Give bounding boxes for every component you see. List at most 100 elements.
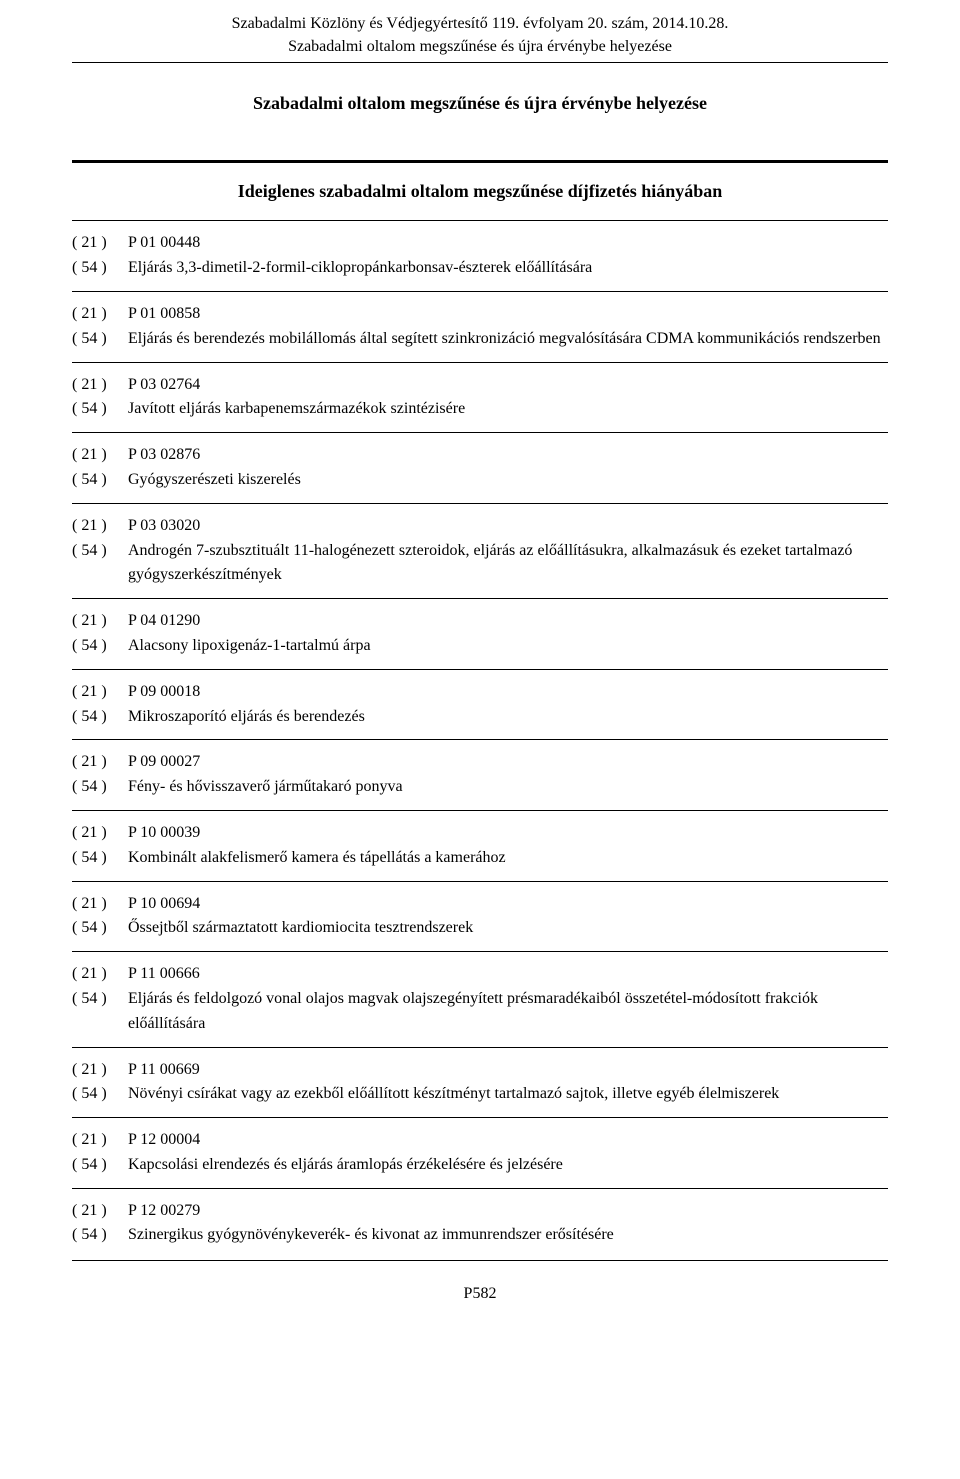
entries-list: ( 21 )P 01 00448( 54 )Eljárás 3,3-dimeti… xyxy=(72,220,888,1258)
entry-row-21: ( 21 )P 01 00858 xyxy=(72,302,888,327)
entry-row-21: ( 21 )P 09 00027 xyxy=(72,750,888,775)
entry-row-21: ( 21 )P 09 00018 xyxy=(72,680,888,705)
code-21-label: ( 21 ) xyxy=(72,892,128,917)
code-21-label: ( 21 ) xyxy=(72,514,128,539)
code-21-label: ( 21 ) xyxy=(72,750,128,775)
entry: ( 21 )P 03 03020( 54 )Androgén 7-szubszt… xyxy=(72,503,888,598)
code-54-label: ( 54 ) xyxy=(72,256,128,281)
entry-row-21: ( 21 )P 03 03020 xyxy=(72,514,888,539)
entry: ( 21 )P 09 00018( 54 )Mikroszaporító elj… xyxy=(72,669,888,740)
code-54-value: Fény- és hővisszaverő járműtakaró ponyva xyxy=(128,775,888,800)
code-54-value: Alacsony lipoxigenáz-1-tartalmú árpa xyxy=(128,634,888,659)
code-21-label: ( 21 ) xyxy=(72,821,128,846)
code-21-value: P 12 00004 xyxy=(128,1128,888,1153)
code-21-value: P 04 01290 xyxy=(128,609,888,634)
entry-row-21: ( 21 )P 12 00279 xyxy=(72,1199,888,1224)
entry-row-54: ( 54 )Gyógyszerészeti kiszerelés xyxy=(72,468,888,493)
section-heading-container: Ideiglenes szabadalmi oltalom megszűnése… xyxy=(72,160,888,220)
entry-row-54: ( 54 )Eljárás és feldolgozó vonal olajos… xyxy=(72,987,888,1037)
code-21-value: P 03 03020 xyxy=(128,514,888,539)
code-54-label: ( 54 ) xyxy=(72,705,128,730)
bottom-rule xyxy=(72,1260,888,1261)
section-heading: Ideiglenes szabadalmi oltalom megszűnése… xyxy=(238,181,723,201)
entry-row-54: ( 54 )Szinergikus gyógynövénykeverék- és… xyxy=(72,1223,888,1248)
header-line-1: Szabadalmi Közlöny és Védjegyértesítő 11… xyxy=(72,12,888,35)
page-number: P582 xyxy=(72,1285,888,1303)
code-21-label: ( 21 ) xyxy=(72,302,128,327)
entry: ( 21 )P 12 00279( 54 )Szinergikus gyógyn… xyxy=(72,1188,888,1259)
entry-row-54: ( 54 )Őssejtből származtatott kardiomioc… xyxy=(72,916,888,941)
entry-row-21: ( 21 )P 04 01290 xyxy=(72,609,888,634)
entry-row-21: ( 21 )P 03 02876 xyxy=(72,443,888,468)
entry-row-54: ( 54 )Kapcsolási elrendezés és eljárás á… xyxy=(72,1153,888,1178)
entry: ( 21 )P 11 00669( 54 )Növényi csírákat v… xyxy=(72,1047,888,1118)
entry-row-54: ( 54 )Alacsony lipoxigenáz-1-tartalmú ár… xyxy=(72,634,888,659)
code-21-label: ( 21 ) xyxy=(72,373,128,398)
document-title: Szabadalmi oltalom megszűnése és újra ér… xyxy=(72,93,888,114)
entry: ( 21 )P 10 00694( 54 )Őssejtből származt… xyxy=(72,881,888,952)
entry-row-54: ( 54 )Fény- és hővisszaverő járműtakaró … xyxy=(72,775,888,800)
entry-row-21: ( 21 )P 12 00004 xyxy=(72,1128,888,1153)
code-54-label: ( 54 ) xyxy=(72,1082,128,1107)
entry-row-54: ( 54 )Növényi csírákat vagy az ezekből e… xyxy=(72,1082,888,1107)
code-21-value: P 10 00694 xyxy=(128,892,888,917)
code-21-label: ( 21 ) xyxy=(72,609,128,634)
code-54-label: ( 54 ) xyxy=(72,846,128,871)
code-21-value: P 03 02876 xyxy=(128,443,888,468)
code-54-label: ( 54 ) xyxy=(72,634,128,659)
code-21-value: P 09 00027 xyxy=(128,750,888,775)
code-21-value: P 09 00018 xyxy=(128,680,888,705)
code-54-label: ( 54 ) xyxy=(72,468,128,493)
code-21-value: P 03 02764 xyxy=(128,373,888,398)
code-54-value: Eljárás és feldolgozó vonal olajos magva… xyxy=(128,987,888,1037)
entry-row-21: ( 21 )P 01 00448 xyxy=(72,231,888,256)
code-21-value: P 11 00669 xyxy=(128,1058,888,1083)
code-54-value: Kapcsolási elrendezés és eljárás áramlop… xyxy=(128,1153,888,1178)
code-54-label: ( 54 ) xyxy=(72,916,128,941)
code-21-label: ( 21 ) xyxy=(72,443,128,468)
entry: ( 21 )P 09 00027( 54 )Fény- és hővisszav… xyxy=(72,739,888,810)
entry-row-21: ( 21 )P 10 00694 xyxy=(72,892,888,917)
entry-row-21: ( 21 )P 03 02764 xyxy=(72,373,888,398)
entry-row-54: ( 54 )Mikroszaporító eljárás és berendez… xyxy=(72,705,888,730)
entry-row-21: ( 21 )P 11 00669 xyxy=(72,1058,888,1083)
entry-row-54: ( 54 )Kombinált alakfelismerő kamera és … xyxy=(72,846,888,871)
code-54-label: ( 54 ) xyxy=(72,539,128,564)
code-21-label: ( 21 ) xyxy=(72,231,128,256)
entry: ( 21 )P 03 02876( 54 )Gyógyszerészeti ki… xyxy=(72,432,888,503)
code-21-value: P 11 00666 xyxy=(128,962,888,987)
code-54-value: Eljárás és berendezés mobilállomás által… xyxy=(128,327,888,352)
entry-row-54: ( 54 )Androgén 7-szubsztituált 11-halogé… xyxy=(72,539,888,589)
code-54-value: Kombinált alakfelismerő kamera és tápell… xyxy=(128,846,888,871)
code-21-value: P 01 00448 xyxy=(128,231,888,256)
entry: ( 21 )P 12 00004( 54 )Kapcsolási elrende… xyxy=(72,1117,888,1188)
entry: ( 21 )P 01 00448( 54 )Eljárás 3,3-dimeti… xyxy=(72,220,888,291)
entry-row-21: ( 21 )P 11 00666 xyxy=(72,962,888,987)
code-21-value: P 10 00039 xyxy=(128,821,888,846)
entry-row-54: ( 54 )Eljárás és berendezés mobilállomás… xyxy=(72,327,888,352)
code-54-label: ( 54 ) xyxy=(72,1153,128,1178)
code-21-label: ( 21 ) xyxy=(72,680,128,705)
code-54-label: ( 54 ) xyxy=(72,327,128,352)
code-54-label: ( 54 ) xyxy=(72,1223,128,1248)
header-line-2: Szabadalmi oltalom megszűnése és újra ér… xyxy=(72,35,888,58)
code-21-value: P 01 00858 xyxy=(128,302,888,327)
code-21-label: ( 21 ) xyxy=(72,1058,128,1083)
code-54-label: ( 54 ) xyxy=(72,397,128,422)
code-21-value: P 12 00279 xyxy=(128,1199,888,1224)
code-54-value: Gyógyszerészeti kiszerelés xyxy=(128,468,888,493)
code-54-value: Szinergikus gyógynövénykeverék- és kivon… xyxy=(128,1223,888,1248)
entry-row-54: ( 54 )Javított eljárás karbapenemszármaz… xyxy=(72,397,888,422)
entry: ( 21 )P 04 01290( 54 )Alacsony lipoxigen… xyxy=(72,598,888,669)
entry-row-54: ( 54 )Eljárás 3,3-dimetil-2-formil-ciklo… xyxy=(72,256,888,281)
entry: ( 21 )P 01 00858( 54 )Eljárás és berende… xyxy=(72,291,888,362)
code-54-value: Növényi csírákat vagy az ezekből előállí… xyxy=(128,1082,888,1107)
code-54-value: Eljárás 3,3-dimetil-2-formil-ciklopropán… xyxy=(128,256,888,281)
entry-row-21: ( 21 )P 10 00039 xyxy=(72,821,888,846)
code-21-label: ( 21 ) xyxy=(72,962,128,987)
code-54-value: Mikroszaporító eljárás és berendezés xyxy=(128,705,888,730)
entry: ( 21 )P 10 00039( 54 )Kombinált alakfeli… xyxy=(72,810,888,881)
code-21-label: ( 21 ) xyxy=(72,1128,128,1153)
code-54-value: Őssejtből származtatott kardiomiocita te… xyxy=(128,916,888,941)
code-54-value: Androgén 7-szubsztituált 11-halogénezett… xyxy=(128,539,888,589)
